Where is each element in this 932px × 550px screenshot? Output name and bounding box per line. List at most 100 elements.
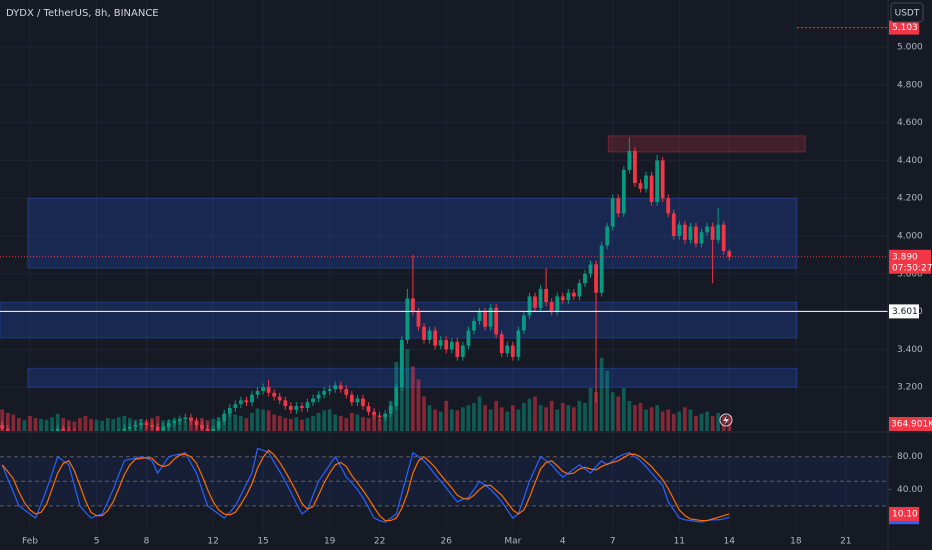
volume-bar [716, 412, 721, 431]
countdown-label: 07:50:27 [892, 263, 932, 273]
volume-bar [255, 408, 260, 431]
volume-bar [560, 402, 565, 431]
volume-bar [694, 415, 698, 431]
volume-bar [5, 412, 10, 431]
volume-bar [111, 418, 116, 431]
volume-bar [638, 402, 643, 431]
candle-body [189, 417, 193, 422]
volume-bar [422, 396, 426, 431]
candle-body [227, 407, 232, 414]
candle-body [122, 428, 127, 431]
candle-body [177, 419, 182, 422]
x-tick-label: 14 [724, 537, 736, 547]
y-tick-label: 3.400 [897, 345, 923, 355]
currency-button[interactable] [890, 2, 924, 23]
candle-body [427, 330, 432, 340]
last-price-label: 3.890 [892, 252, 918, 262]
candle-body [333, 385, 338, 390]
volume-bar [627, 400, 632, 431]
y-tick-label: 4.400 [897, 156, 923, 166]
volume-bar [527, 398, 532, 431]
candle-body [200, 424, 204, 429]
candle-body [583, 273, 587, 284]
volume-bar [311, 415, 315, 431]
volume-bar [427, 405, 432, 431]
candle-body [705, 226, 709, 233]
volume-bar [327, 409, 332, 431]
y-tick-label: 4.800 [897, 80, 923, 90]
volume-bar [477, 396, 482, 431]
volume-bar [105, 418, 110, 431]
volume-bar [33, 418, 38, 431]
x-tick-label: 12 [207, 537, 218, 547]
y-tick-label: 3.200 [897, 383, 923, 393]
stoch-tick-label: 80.00 [897, 452, 923, 462]
y-tick-label: 3.800 [897, 269, 923, 279]
volume-bar [261, 409, 265, 431]
volume-bar [705, 411, 709, 431]
level-label: 3.601 [892, 307, 918, 317]
candle-body [682, 224, 687, 240]
x-tick-label: 19 [324, 537, 336, 547]
candle-body [621, 169, 626, 214]
x-tick-label: 18 [790, 537, 802, 547]
volume-bar [83, 415, 88, 431]
volume-bar [11, 414, 16, 431]
y-tick-label: 4.600 [897, 118, 923, 128]
candle-body [183, 417, 188, 420]
candle-body [455, 341, 460, 357]
volume-bar [28, 415, 32, 431]
volume-bar [116, 417, 121, 431]
candle-body [527, 296, 532, 316]
volume-bar [721, 414, 726, 431]
x-tick-label: 21 [840, 537, 851, 547]
candle-body [244, 400, 249, 403]
volume-bar [472, 402, 476, 431]
candle-body [161, 426, 166, 431]
volume-bar [72, 421, 77, 431]
candle-body [139, 423, 143, 425]
volume-bar [677, 411, 682, 431]
candle-body [394, 387, 399, 407]
volume-bar [94, 419, 99, 431]
stoch-line [1, 449, 730, 522]
x-tick-label: Mar [504, 537, 521, 547]
currency-label[interactable]: USDT [895, 9, 920, 19]
candle-body [5, 428, 10, 431]
volume-bar [499, 407, 504, 431]
candle-body [144, 423, 149, 425]
volume-bar [460, 407, 465, 431]
levels [0, 27, 888, 312]
candle-body [577, 283, 582, 297]
volume-bar [0, 409, 5, 431]
candle-body [349, 394, 354, 403]
candle-body [422, 326, 426, 340]
candle-body [416, 311, 421, 327]
candle-body [238, 400, 243, 405]
candle-body [377, 415, 382, 418]
volume-bar [644, 409, 648, 431]
alert-icon[interactable] [719, 413, 733, 427]
x-tick-label: 22 [374, 537, 385, 547]
candle-body [505, 345, 510, 354]
volume-bar [483, 405, 487, 431]
volume-bar [433, 409, 438, 431]
volume-bar [55, 413, 60, 431]
volume-bar [727, 415, 732, 431]
volume-bar [516, 409, 521, 431]
candle-body [55, 428, 60, 431]
candle-body [433, 330, 438, 346]
x-tick-label: 5 [94, 537, 100, 547]
candle-body [466, 330, 471, 346]
volume-bar [333, 414, 338, 431]
x-tick-label: 15 [257, 537, 268, 547]
candle-body [638, 183, 643, 189]
volume-bar [571, 407, 576, 431]
volume-bar [544, 407, 549, 431]
volume-bar [61, 418, 66, 431]
volume-bar [655, 405, 660, 431]
volume-bar [344, 418, 349, 431]
volume-bar [610, 392, 615, 431]
candle-body [133, 424, 138, 427]
